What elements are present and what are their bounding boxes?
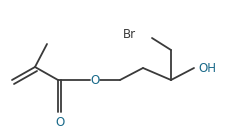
Text: OH: OH — [198, 62, 216, 75]
Text: Br: Br — [123, 28, 136, 41]
Text: O: O — [90, 73, 100, 86]
Text: O: O — [55, 115, 64, 129]
